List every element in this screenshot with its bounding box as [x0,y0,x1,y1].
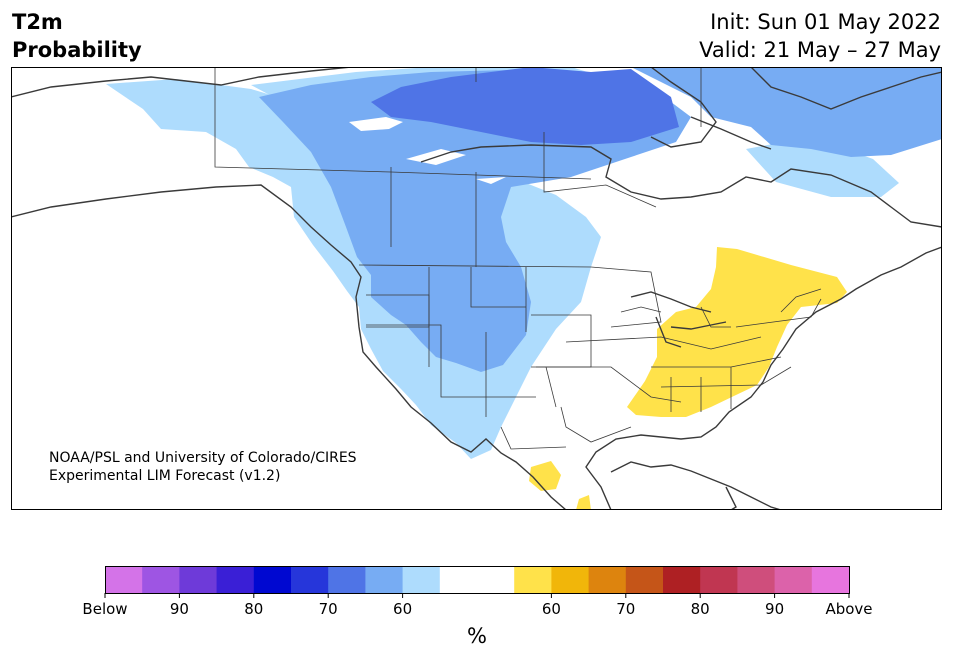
credit-text: NOAA/PSL and University of Colorado/CIRE… [49,449,357,485]
above-60-region-south [576,495,591,510]
colorbar-cell [402,566,441,593]
above-60-region [627,247,847,417]
colorbar-cell [811,566,850,593]
colorbar-cells [105,566,850,593]
below-70-region [259,70,691,372]
colorbar-tick-label: 60 [542,600,561,618]
colorbar-tick-label: 80 [244,600,263,618]
below-80-region [371,67,679,145]
colorbar-cell [588,566,627,593]
colorbar-cell [477,566,515,593]
colorbar-cell [625,566,664,593]
quantity-title: Probability [12,38,142,62]
credit-line-2: Experimental LIM Forecast (v1.2) [49,468,281,484]
colorbar-tick-label: 90 [765,600,784,618]
colorbar-cell [105,566,143,593]
colorbar-cell [179,566,218,593]
colorbar-unit: % [467,624,487,648]
colorbar-frame [105,566,850,594]
colorbar-cell [365,566,404,593]
colorbar: Below 90 80 70 60 60 70 80 90 Above % [82,566,873,648]
lake-patch-2 [476,177,506,184]
colorbar-cell [663,566,701,593]
above-60-region-mexico [529,461,561,491]
colorbar-cell [737,566,776,593]
colorbar-cell [439,566,478,593]
map-frame [11,67,942,510]
coastlines [11,67,942,510]
variable-title: T2m [12,10,63,34]
colorbar-cell [142,566,180,593]
forecast-map [11,67,942,510]
colorbar-cell [253,566,292,593]
colorbar-tick-label: 60 [393,600,412,618]
colorbar-tick-label: 70 [616,600,635,618]
colorbar-tick-label: 80 [691,600,710,618]
colorbar-cell [216,566,255,593]
init-date: Init: Sun 01 May 2022 [710,10,941,34]
colorbar-ticks: Below 90 80 70 60 60 70 80 90 Above [82,593,873,618]
below-70-region-arctic [631,67,942,157]
colorbar-cell [551,566,590,593]
date-block: Init: Sun 01 May 2022 Valid: 21 May – 27… [699,8,941,64]
valid-date: Valid: 21 May – 27 May [699,38,941,62]
colorbar-cell [291,566,329,593]
colorbar-tick-label: Above [825,600,872,618]
admin-boundaries [214,67,822,450]
below-60-region-east [746,137,899,197]
colorbar-tick-label: Below [82,600,127,618]
colorbar-tick-label: 90 [170,600,189,618]
colorbar-cell [700,566,738,593]
colorbar-cell [328,566,366,593]
hudson-bay-patch [349,117,403,131]
colorbar-cell [774,566,813,593]
title-block: T2m Probability [12,8,142,64]
colorbar-tick-label: 70 [319,600,338,618]
credit-line-1: NOAA/PSL and University of Colorado/CIRE… [49,450,357,466]
colorbar-cell [514,566,552,593]
